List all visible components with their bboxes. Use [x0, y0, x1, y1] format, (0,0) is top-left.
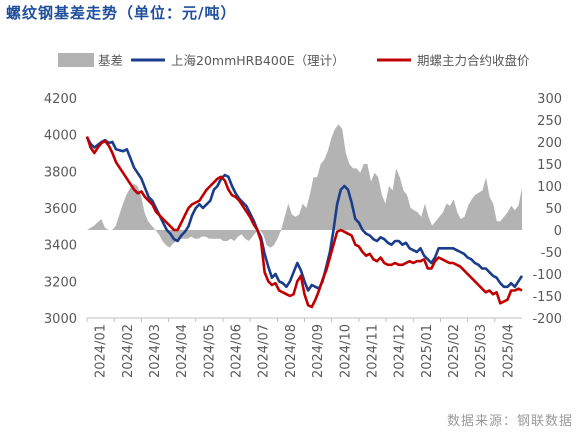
legend-label: 期螺主力合约收盘价	[417, 53, 530, 68]
right-axis-tick-label: -200	[532, 312, 562, 327]
line-layer	[85, 136, 524, 309]
x-axis-tick-label: 2025/02	[447, 324, 462, 378]
x-axis-tick-label: 2024/01	[94, 324, 109, 378]
right-axis-tick-label: -100	[532, 268, 562, 283]
right-axis-tick-label: 250	[537, 114, 562, 129]
left-axis-tick-label: 3200	[44, 275, 77, 290]
x-axis-tick-label: 2024/04	[175, 324, 190, 378]
legend-swatch-area	[58, 53, 94, 67]
x-axis-tick-label: 2024/05	[202, 324, 217, 378]
right-axis-tick-label: 0	[554, 224, 562, 239]
x-axis-tick-label: 2024/07	[257, 324, 272, 378]
x-axis-tick-label: 2025/01	[420, 324, 435, 378]
left-axis-tick-label: 4200	[44, 92, 77, 107]
x-axis-tick-label: 2024/03	[148, 324, 163, 378]
x-axis-tick-label: 2024/09	[311, 324, 326, 378]
x-axis-tick-label: 2024/10	[338, 324, 353, 378]
x-axis-tick-label: 2024/02	[121, 324, 136, 378]
right-axis-tick-label: 100	[537, 180, 562, 195]
x-axis-tick-label: 2024/12	[393, 324, 408, 378]
series-line-2	[85, 136, 523, 309]
x-axis-tick-label: 2024/08	[284, 324, 299, 378]
right-axis-tick-label: 300	[537, 92, 562, 107]
series-area-basis	[87, 124, 522, 248]
left-axis-tick-label: 3000	[44, 312, 77, 327]
right-axis-tick-label: 200	[537, 136, 562, 151]
right-axis-tick-label: -150	[532, 290, 562, 305]
area-layer	[87, 124, 522, 248]
axis-layer: 3000320034003600380040004200-200-150-100…	[44, 92, 562, 378]
left-axis-tick-label: 3800	[44, 165, 77, 180]
legend-label: 上海20mmHRB400E（理计）	[171, 53, 345, 68]
x-axis-tick-label: 2025/04	[501, 324, 516, 378]
legend-label: 基差	[98, 53, 123, 68]
legend: 基差 上海20mmHRB400E（理计） 期螺主力合约收盘价	[58, 53, 530, 68]
right-axis-tick-label: -50	[541, 246, 562, 261]
x-axis-tick-label: 2025/03	[474, 324, 489, 378]
right-axis-tick-label: 50	[545, 202, 562, 217]
left-axis-tick-label: 3600	[44, 202, 77, 217]
x-axis-tick-label: 2024/11	[365, 324, 380, 378]
right-axis-tick-label: 150	[537, 158, 562, 173]
chart-title: 螺纹钢基差走势（单位：元/吨）	[6, 4, 237, 22]
left-axis-tick-label: 4000	[44, 129, 77, 144]
x-axis-tick-label: 2024/06	[230, 324, 245, 378]
left-axis-tick-label: 3400	[44, 239, 77, 254]
source-note: 数据来源：钢联数据	[446, 414, 573, 429]
